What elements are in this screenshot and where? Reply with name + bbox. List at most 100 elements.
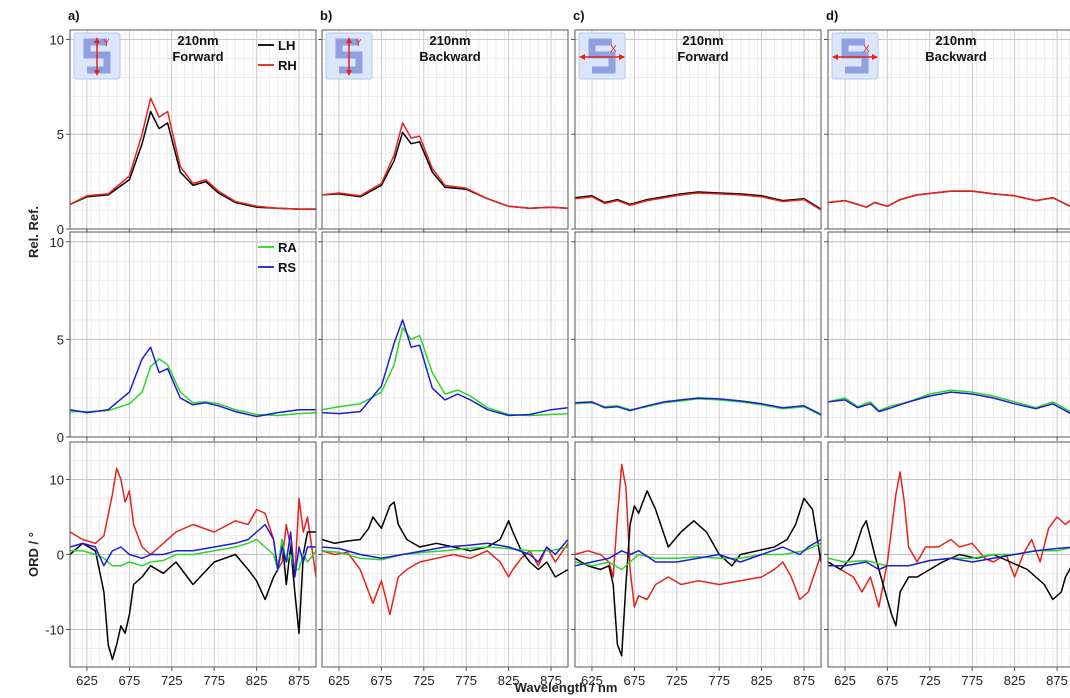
y-tick-label: 5 bbox=[57, 127, 64, 142]
x-tick-label: 825 bbox=[246, 673, 268, 688]
y-tick-label: 10 bbox=[50, 32, 64, 47]
plot-frame bbox=[69, 231, 317, 438]
series-line-rs bbox=[321, 319, 569, 417]
series-line-rs bbox=[827, 391, 1070, 415]
polarization-axis-label: Y bbox=[355, 38, 362, 49]
legend-label: LH bbox=[278, 38, 295, 53]
x-tick-label: 625 bbox=[581, 673, 603, 688]
series-line-rs bbox=[574, 538, 822, 567]
series-line-rh bbox=[827, 190, 1070, 208]
panel-label: a) bbox=[68, 8, 80, 23]
legend-label: RS bbox=[278, 260, 296, 275]
panel-3-2: 625 675 725 775 825 875 bbox=[318, 441, 569, 688]
series-line-rh bbox=[321, 122, 569, 209]
arrowhead-icon bbox=[346, 70, 352, 76]
x-tick-label: 825 bbox=[751, 673, 773, 688]
x-tick-label: 875 bbox=[793, 673, 815, 688]
x-tick-label: 725 bbox=[413, 673, 435, 688]
series-line-rh bbox=[574, 463, 822, 608]
panel-subtitle-line: Backward bbox=[419, 49, 480, 64]
series-line-lh bbox=[69, 531, 316, 661]
x-tick-label: 625 bbox=[76, 673, 98, 688]
arrowhead-icon bbox=[94, 37, 100, 43]
polarization-axis-label: X bbox=[610, 44, 617, 55]
series-line-rh bbox=[69, 97, 316, 210]
panel-title-line: 210nm bbox=[177, 33, 218, 48]
arrowhead-icon bbox=[94, 70, 100, 76]
y-axis-label: ORD / ° bbox=[26, 532, 41, 577]
series-line-rs bbox=[321, 539, 569, 563]
x-tick-label: 775 bbox=[961, 673, 983, 688]
series-line-ra bbox=[321, 546, 569, 561]
x-tick-label: 625 bbox=[834, 673, 856, 688]
panel-label: c) bbox=[573, 8, 585, 23]
y-tick-label: 0 bbox=[57, 548, 64, 563]
series-line-rs bbox=[69, 346, 316, 418]
x-tick-label: 725 bbox=[666, 673, 688, 688]
s-shape-icon bbox=[841, 38, 869, 74]
plot-frame bbox=[321, 231, 569, 438]
x-tick-label: 725 bbox=[919, 673, 941, 688]
series-line-rs bbox=[69, 523, 316, 578]
x-tick-label: 675 bbox=[371, 673, 393, 688]
panel-3-4: 625 675 725 775 825 875 bbox=[824, 441, 1070, 688]
series-line-ra bbox=[574, 542, 822, 571]
series-line-rs bbox=[828, 546, 1070, 571]
panel-subtitle-line: Forward bbox=[677, 49, 728, 64]
panel-2-1: 0 5 10 RA RS bbox=[50, 231, 317, 445]
series-line-lh bbox=[574, 191, 822, 210]
panel-label: d) bbox=[826, 8, 838, 23]
x-tick-label: 775 bbox=[203, 673, 225, 688]
plot-frame bbox=[574, 231, 822, 438]
y-tick-label: 0 bbox=[57, 430, 64, 445]
x-axis-label: Wavelength / nm bbox=[515, 680, 618, 695]
series-line-ra bbox=[827, 389, 1070, 413]
x-tick-label: 675 bbox=[877, 673, 899, 688]
series-line-lh bbox=[827, 520, 1070, 627]
y-axis-label: Rel. Ref. bbox=[26, 206, 41, 258]
arrowhead-icon bbox=[346, 37, 352, 43]
arrowhead-icon bbox=[619, 54, 625, 60]
x-tick-label: 875 bbox=[540, 673, 562, 688]
plot-frame bbox=[321, 29, 569, 230]
x-tick-label: 775 bbox=[708, 673, 730, 688]
y-tick-label: 5 bbox=[57, 332, 64, 347]
legend-label: RH bbox=[278, 58, 297, 73]
y-tick-label: 10 bbox=[50, 473, 64, 488]
y-tick-label: 10 bbox=[50, 235, 64, 250]
panel-subtitle-line: Forward bbox=[172, 49, 223, 64]
panel-title-line: 210nm bbox=[429, 33, 470, 48]
y-tick-label: 0 bbox=[57, 222, 64, 237]
panel-3-1: -10 0 10 625 675 725 775 825 875 bbox=[45, 441, 317, 688]
panel-title-line: 210nm bbox=[682, 33, 723, 48]
plot-frame bbox=[574, 29, 822, 230]
series-line-rs bbox=[574, 397, 822, 416]
x-tick-label: 725 bbox=[161, 673, 183, 688]
y-tick-label: -10 bbox=[45, 623, 64, 638]
series-line-lh bbox=[574, 490, 822, 657]
polarization-axis-label: Y bbox=[103, 38, 110, 49]
panel-subtitle-line: Backward bbox=[925, 49, 986, 64]
series-line-ra bbox=[574, 398, 822, 417]
panel-2-2 bbox=[318, 231, 569, 441]
x-tick-label: 775 bbox=[455, 673, 477, 688]
arrowhead-icon bbox=[579, 54, 585, 60]
legend-label: RA bbox=[278, 240, 297, 255]
x-tick-label: 825 bbox=[1004, 673, 1026, 688]
s-shape-icon bbox=[588, 38, 616, 74]
arrowhead-icon bbox=[872, 54, 878, 60]
x-tick-label: 675 bbox=[119, 673, 141, 688]
plot-frame bbox=[827, 29, 1070, 230]
polarization-axis-label: X bbox=[863, 44, 870, 55]
panel-2-3 bbox=[571, 231, 822, 441]
x-tick-label: 825 bbox=[498, 673, 520, 688]
x-tick-label: 875 bbox=[288, 673, 310, 688]
panel-title-line: 210nm bbox=[935, 33, 976, 48]
panel-2-4 bbox=[824, 231, 1070, 441]
panel-label: b) bbox=[320, 8, 332, 23]
